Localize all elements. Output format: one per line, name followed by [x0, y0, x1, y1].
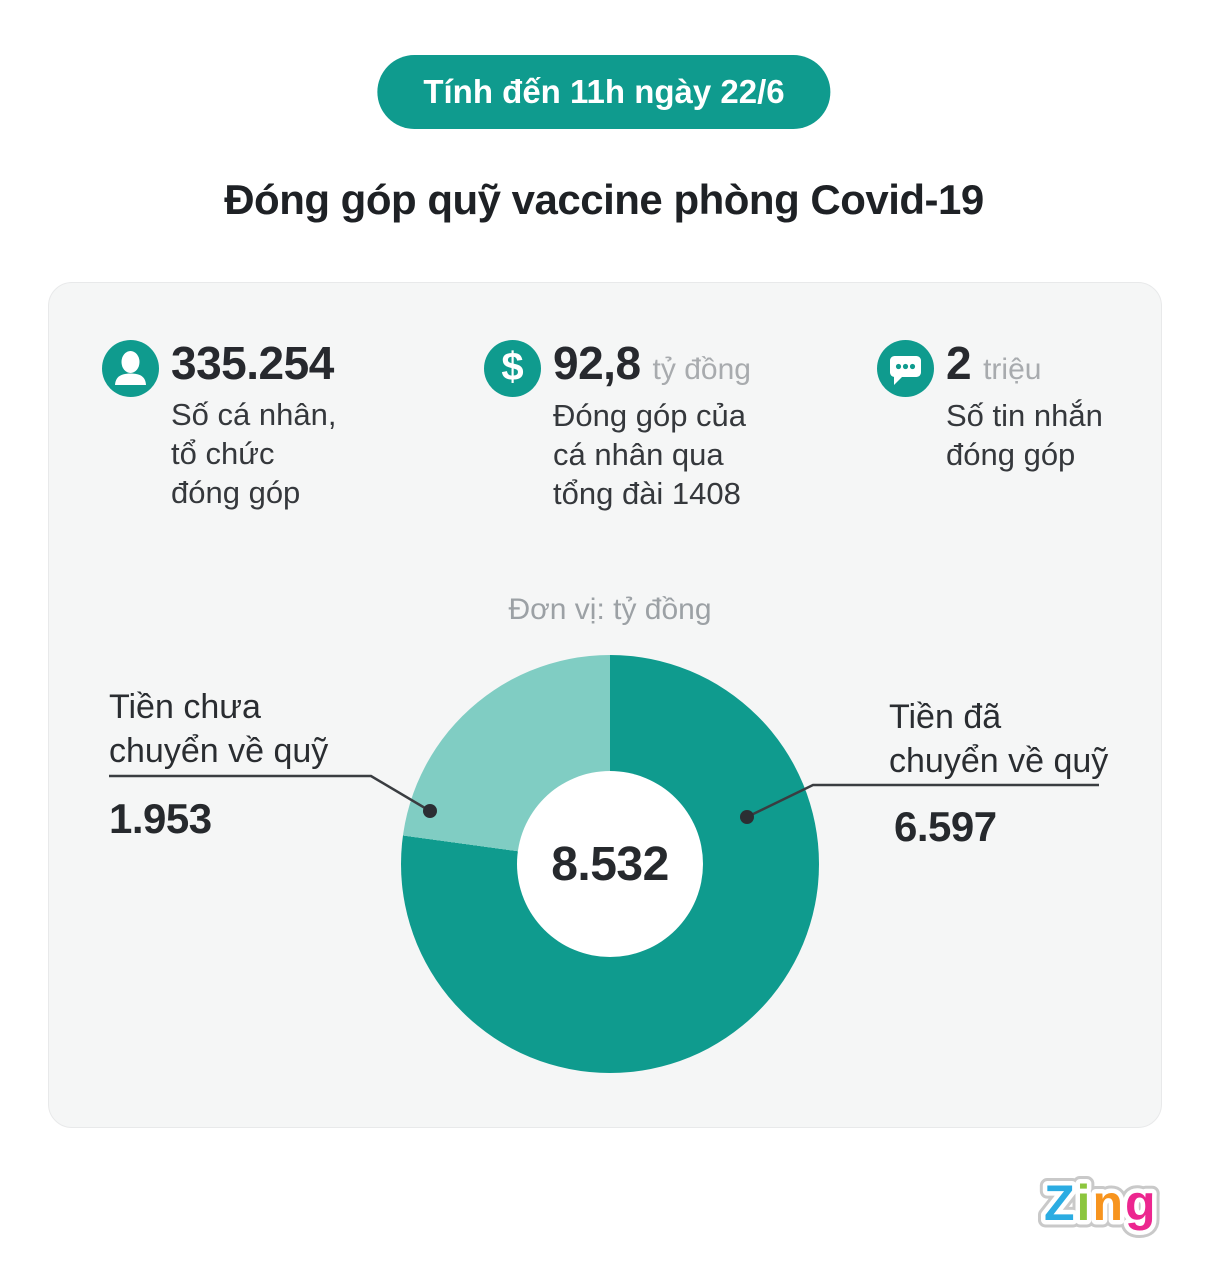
person-icon: [102, 340, 159, 397]
stats-card: 335.254 Số cá nhân, tổ chức đóng góp $ 9…: [48, 282, 1162, 1128]
stat-messages-value: 2: [946, 337, 972, 389]
stat-hotline-value: 92,8: [553, 337, 641, 389]
page-title: Đóng góp quỹ vaccine phòng Covid-19: [224, 176, 984, 223]
stat-hotline-donations: $ 92,8 tỷ đồng Đóng góp của cá nhân qua …: [484, 340, 751, 513]
stat-hotline-unit: tỷ đồng: [652, 353, 751, 386]
message-icon: [877, 340, 934, 397]
date-badge: Tính đến 11h ngày 22/6: [377, 55, 831, 129]
stat-messages-text: 2 triệu Số tin nhắn đóng góp: [946, 340, 1103, 474]
stat-contributors-text: 335.254 Số cá nhân, tổ chức đóng góp: [171, 340, 336, 512]
message-icon-svg: [890, 356, 921, 385]
stat-messages: 2 triệu Số tin nhắn đóng góp: [877, 340, 1103, 474]
stat-hotline-text: 92,8 tỷ đồng Đóng góp của cá nhân qua tổ…: [553, 340, 751, 513]
callout-transferred-label: Tiền đã chuyển về quỹ: [889, 698, 1109, 780]
person-icon-svg: [115, 351, 146, 385]
date-badge-label: Tính đến 11h ngày 22/6: [423, 73, 785, 110]
chart-unit-note: Đơn vị: tỷ đồng: [508, 593, 712, 626]
stat-contributors-value: 335.254: [171, 337, 334, 389]
dollar-icon: $: [484, 340, 541, 397]
zing-logo-outline: Zing: [1044, 1175, 1158, 1231]
zing-logo-inner-outline: Zing: [1044, 1175, 1158, 1231]
stat-contributors-label: Số cá nhân, tổ chức đóng góp: [171, 397, 337, 510]
callout-pending-label: Tiền chưa chuyển về quỹ: [109, 688, 329, 770]
stat-messages-label: Số tin nhắn đóng góp: [946, 398, 1103, 472]
callout-transferred-value: 6.597: [894, 803, 997, 850]
stat-contributors: 335.254 Số cá nhân, tổ chức đóng góp: [102, 340, 336, 512]
stat-messages-unit: triệu: [983, 353, 1042, 386]
callout-pending-value: 1.953: [109, 795, 212, 842]
donut-hole: 8.532: [517, 771, 703, 957]
donut-chart: 8.532: [401, 655, 819, 1073]
zing-logo: Zing Zing Zing: [1037, 1168, 1164, 1239]
stat-hotline-label: Đóng góp của cá nhân qua tổng đài 1408: [553, 398, 747, 511]
donut-total: 8.532: [551, 837, 669, 891]
dollar-icon-glyph: $: [501, 345, 524, 389]
zing-logo-letters: Zing: [1044, 1175, 1158, 1231]
